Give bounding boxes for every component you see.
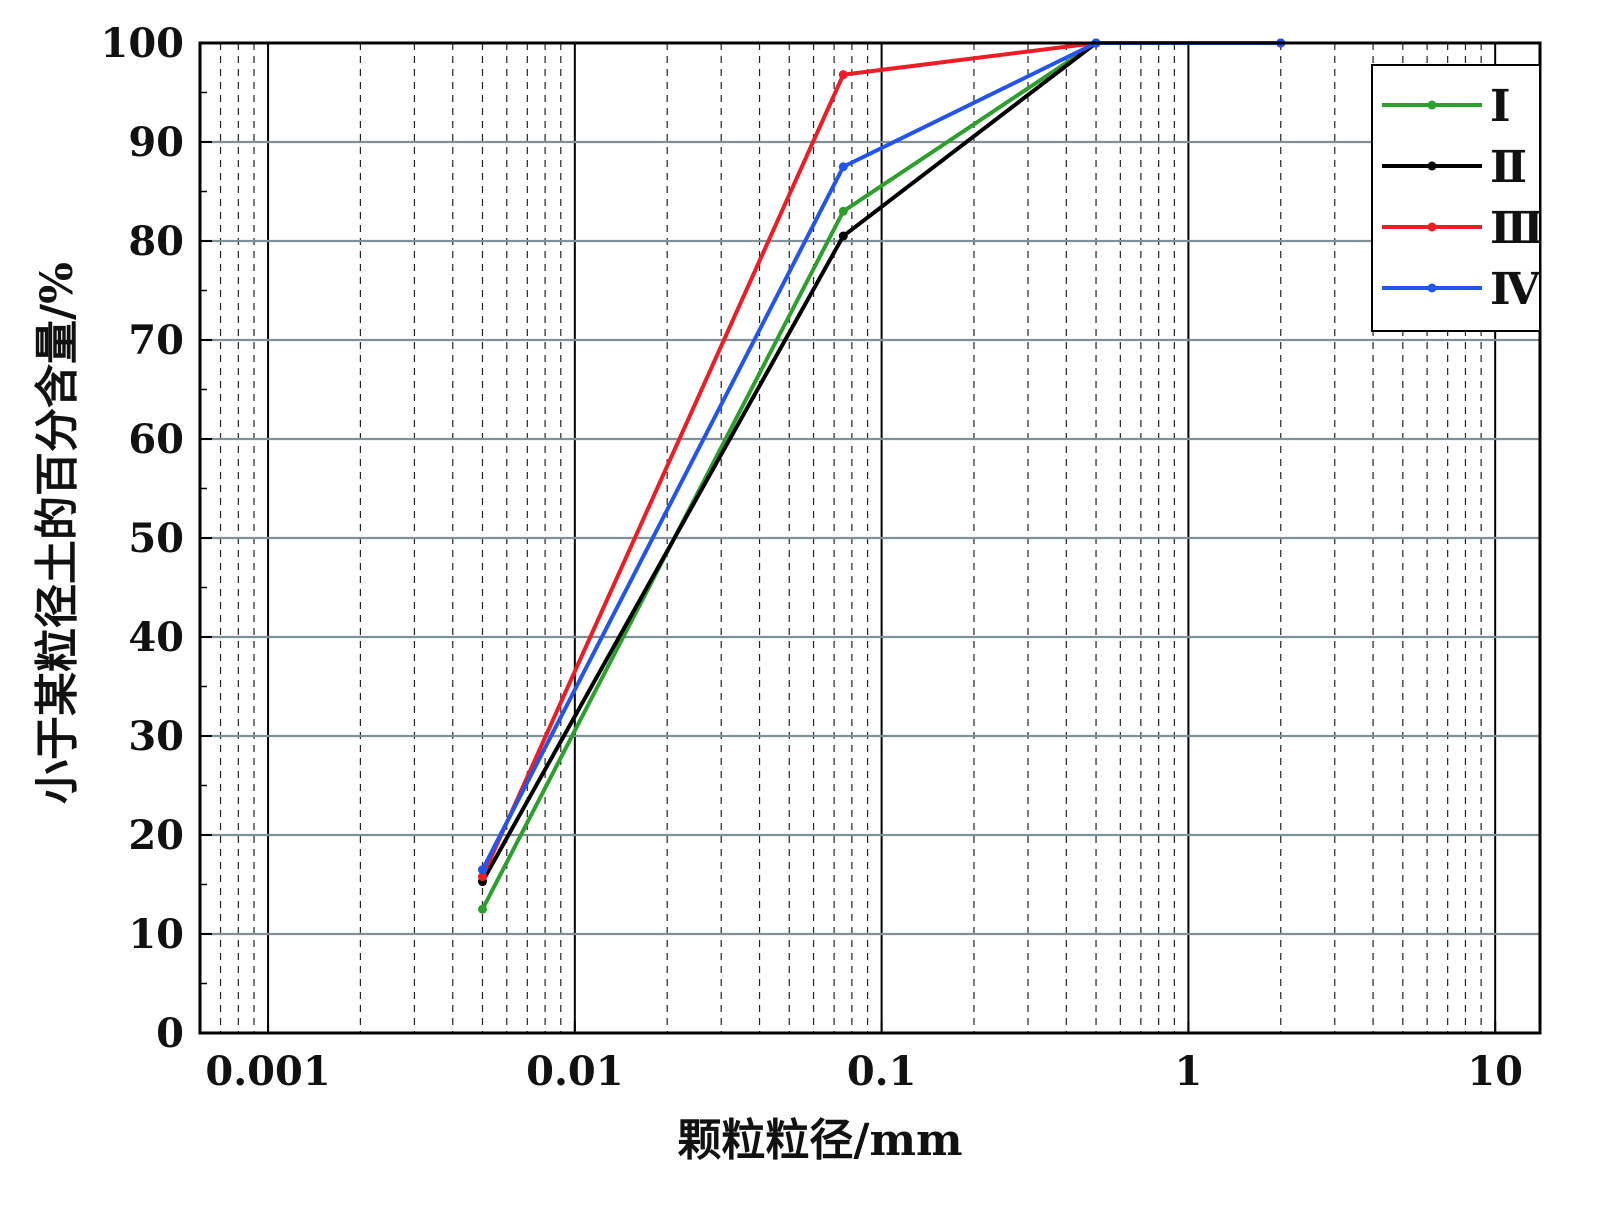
legend-marker-2 — [1427, 161, 1437, 171]
y-axis-title: 小于某粒径土的百分含量/% — [32, 262, 83, 804]
y-tick-label: 10 — [128, 911, 184, 958]
y-tick-label: 50 — [128, 515, 184, 562]
y-tick-label: 40 — [128, 614, 184, 661]
y-tick-label: 30 — [128, 713, 184, 760]
series-3-point — [477, 872, 487, 882]
series-4-point — [838, 162, 848, 172]
y-tick-label: 0 — [156, 1010, 184, 1057]
y-tick-label: 100 — [101, 20, 185, 67]
legend-label-4: Ⅳ — [1490, 264, 1541, 315]
series-3-point — [838, 70, 848, 80]
x-tick-label: 1 — [1174, 1048, 1202, 1095]
x-tick-labels: 0.001 0.01 0.1 1 10 — [205, 1048, 1523, 1095]
y-tick-label: 20 — [128, 812, 184, 859]
legend-label-2: Ⅱ — [1490, 142, 1527, 193]
x-tick-label: 0.01 — [526, 1048, 623, 1095]
x-tick-label: 0.1 — [847, 1048, 917, 1095]
x-axis-title: 颗粒粒径/mm — [677, 1115, 962, 1166]
y-tick-label: 90 — [128, 119, 184, 166]
series-2-point — [838, 231, 848, 241]
legend-marker-3 — [1427, 222, 1437, 232]
series-4-point — [477, 865, 487, 875]
y-tick-label: 80 — [128, 218, 184, 265]
series-1-point — [838, 206, 848, 216]
legend-marker-1 — [1427, 100, 1437, 110]
x-tick-label: 0.001 — [205, 1048, 330, 1095]
y-tick-label: 60 — [128, 416, 184, 463]
legend-label-3: Ⅲ — [1490, 203, 1544, 254]
axis-ticks — [200, 42, 1497, 1034]
series-1-point — [477, 904, 487, 914]
legend-label-1: Ⅰ — [1490, 81, 1511, 132]
legend: Ⅰ Ⅱ Ⅲ Ⅳ — [1371, 64, 1544, 332]
y-tick-label: 70 — [128, 317, 184, 364]
y-tick-labels: 0 10 20 30 40 50 60 70 80 90 100 — [101, 20, 185, 1057]
x-tick-label: 10 — [1467, 1048, 1523, 1095]
legend-marker-4 — [1427, 283, 1437, 293]
